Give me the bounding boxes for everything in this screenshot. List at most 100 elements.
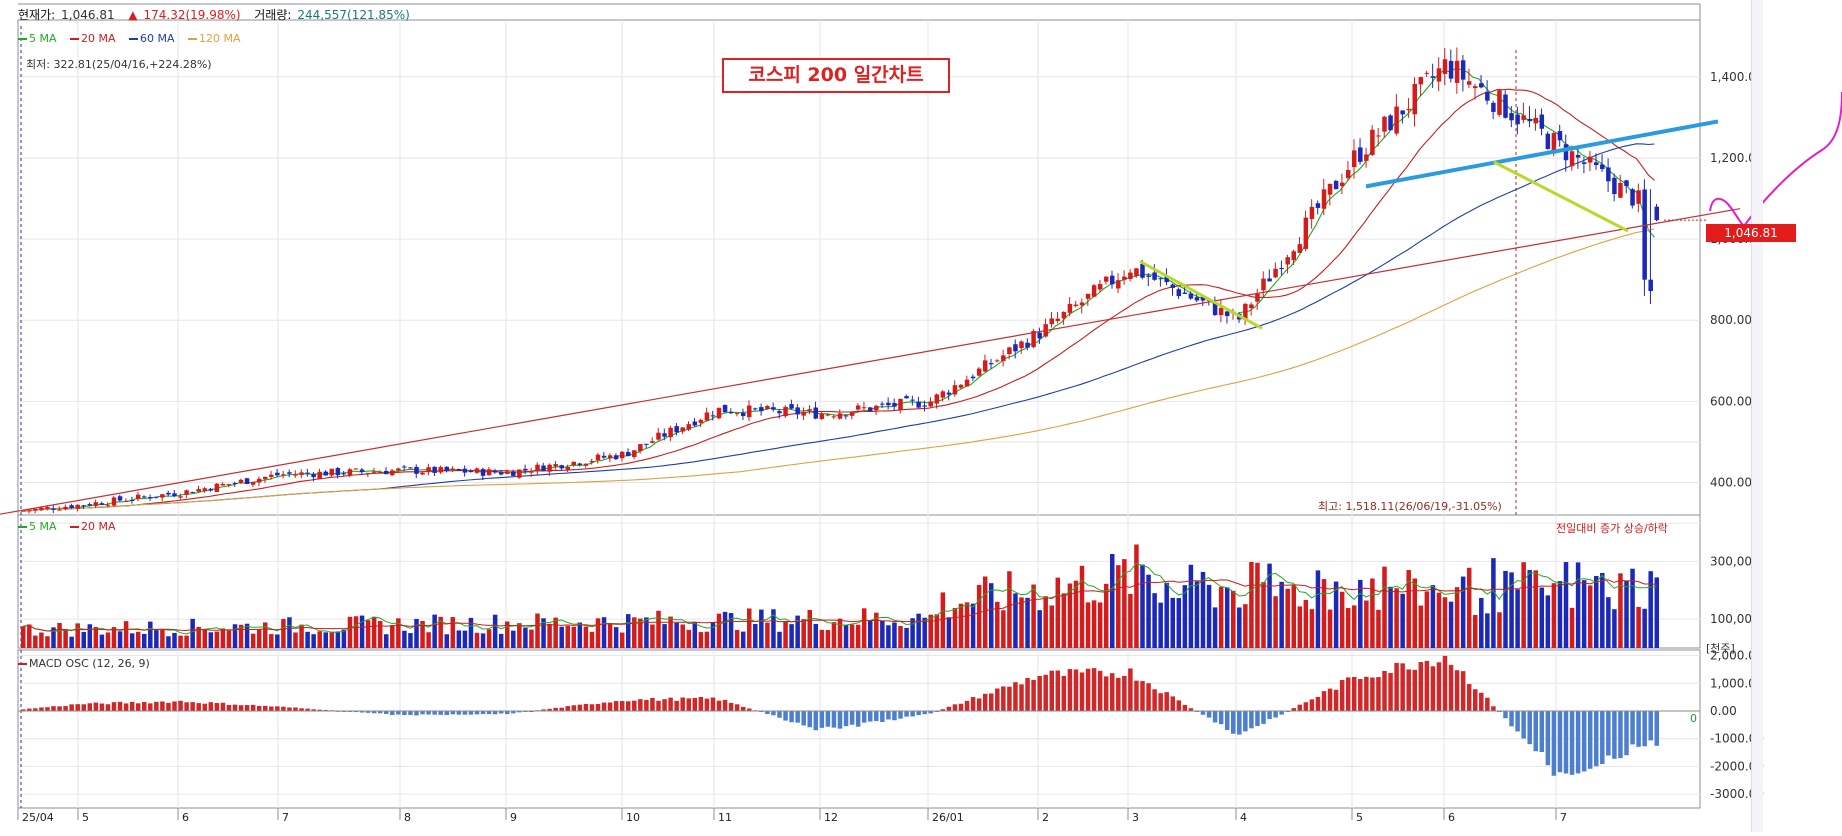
candle-body [160, 494, 165, 498]
candle-body [1612, 177, 1617, 195]
volume-bar [753, 624, 758, 648]
candle-body [1418, 77, 1424, 85]
volume-bar [1388, 586, 1393, 648]
volume-bar [583, 626, 589, 648]
macd-bar [958, 703, 964, 711]
volume-bar [63, 630, 68, 648]
volume-bar [33, 635, 38, 648]
macd-bar [1352, 677, 1357, 711]
candle-body [898, 398, 903, 410]
macd-bar [87, 703, 93, 711]
volume-bar [716, 613, 722, 648]
volume-bar [995, 601, 1000, 648]
macd-bar [1134, 680, 1139, 711]
candle-body [1291, 251, 1296, 260]
macd-bar [269, 706, 274, 711]
macd-bar [964, 700, 970, 711]
candle-body [1394, 106, 1399, 134]
candle-body [1146, 275, 1151, 277]
candle-body [1563, 144, 1569, 161]
candle-body [244, 478, 250, 484]
volume-bar [486, 629, 492, 648]
candle-body [1485, 91, 1490, 101]
volume-bar [529, 629, 534, 648]
candle-body [1412, 83, 1417, 115]
volume-bar [861, 608, 867, 648]
macd-bar [1479, 692, 1484, 711]
macd-bar [831, 710, 837, 728]
volume-bar [444, 634, 449, 648]
macd-bar [474, 710, 480, 715]
volume-bar [1497, 612, 1502, 648]
macd-bar [160, 701, 165, 711]
macd-legend: MACD OSC (12, 26, 9) [18, 657, 160, 670]
macd-bar [220, 702, 226, 711]
volume-bar [1273, 596, 1278, 648]
candle-body [1049, 318, 1054, 325]
macd-bar [377, 710, 383, 714]
macd-bar [559, 707, 564, 711]
volume-bar [1521, 562, 1526, 648]
candle-body [801, 412, 806, 416]
scrollbar[interactable] [1751, 0, 1763, 832]
candle-body [1001, 355, 1006, 361]
x-tick-label: 25/04 [22, 811, 54, 824]
volume-value: 244,557(121.85%) [297, 8, 410, 22]
volume-bar [1406, 570, 1411, 648]
candle-body [831, 416, 837, 418]
candle-body [1430, 76, 1436, 78]
volume-bar [855, 624, 861, 648]
candle-body [704, 412, 710, 421]
candle-body [1055, 318, 1061, 321]
macd-bar [408, 710, 413, 715]
macd-bar [287, 707, 292, 711]
volume-bar [335, 631, 341, 648]
candle-body [226, 483, 232, 485]
volume-bar [650, 624, 655, 648]
macd-bar [93, 702, 99, 711]
volume-bar [1430, 585, 1436, 648]
macd-bar [1473, 689, 1478, 711]
candle-body [1218, 307, 1224, 316]
candle-body [1352, 150, 1357, 168]
macd-bar [1146, 683, 1151, 711]
volume-legend: 5 MA 20 MA [18, 520, 126, 533]
volume-bar [1110, 553, 1115, 648]
candle-body [1061, 312, 1067, 319]
candle-body [710, 415, 716, 417]
macd-bar [777, 710, 782, 718]
candle-body [1436, 68, 1442, 82]
volume-bar [1309, 609, 1315, 648]
candle-body [613, 455, 619, 460]
x-tick-label: 9 [510, 811, 517, 824]
macd-bar [1140, 681, 1145, 711]
macd-bar [414, 710, 419, 716]
candle-body [1134, 268, 1139, 276]
candle-body [184, 490, 189, 495]
macd-tick-label: 2,000.00 [1710, 649, 1763, 663]
volume-bar [704, 631, 710, 648]
candle-body [232, 483, 238, 485]
candle-body [922, 405, 927, 407]
candle-body [1315, 203, 1321, 208]
volume-bar [402, 630, 407, 648]
volume-bar [293, 632, 298, 648]
candle-body [450, 468, 456, 470]
macd-bar [51, 706, 56, 711]
volume-bar [1575, 562, 1581, 648]
macd-bar [1297, 704, 1303, 711]
volume-bar [426, 632, 431, 648]
macd-bar [232, 704, 238, 711]
macd-bar [166, 702, 171, 711]
macd-bar [571, 705, 577, 711]
candle-body [438, 467, 443, 473]
candle-body [468, 471, 474, 473]
volume-bar [1267, 563, 1272, 648]
volume-bar [1527, 570, 1532, 648]
volume-bar [1563, 562, 1569, 648]
candle-body [1521, 115, 1526, 120]
volume-bar [898, 626, 903, 648]
volume-bar [474, 632, 480, 648]
macd-bar [674, 700, 679, 711]
